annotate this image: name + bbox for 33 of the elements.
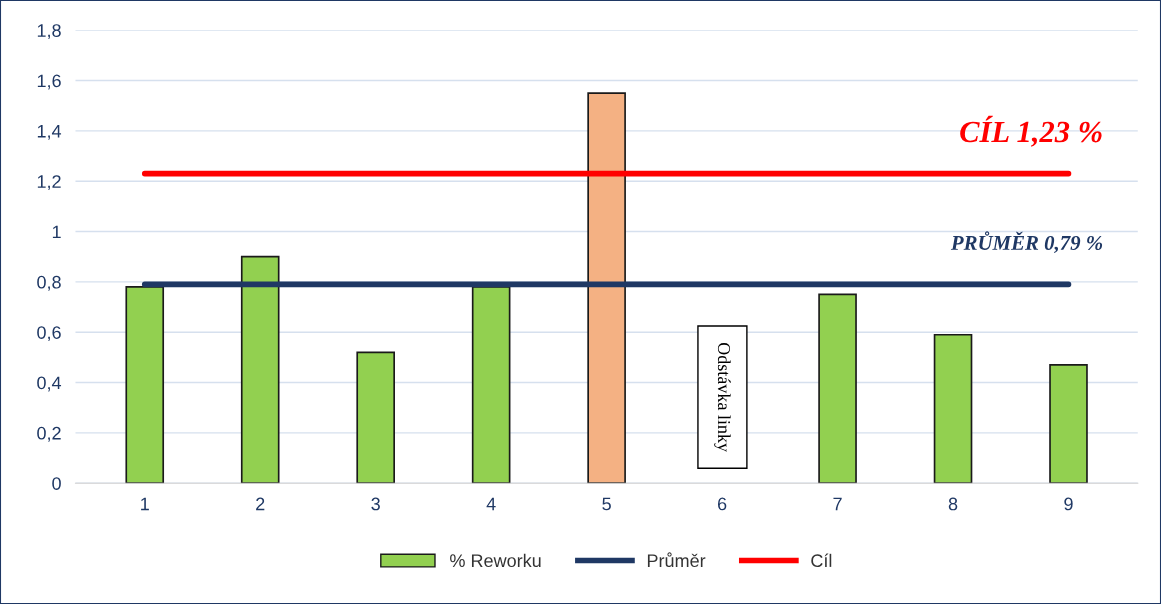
x-tick-label: 9 [1064, 497, 1073, 511]
bar [933, 333, 973, 484]
y-tick-label: 0,8 [37, 275, 61, 291]
bar [356, 351, 395, 484]
x-tick-label: 5 [602, 497, 611, 511]
y-tick-label: 1,2 [37, 175, 61, 191]
legend-label: % Reworku [450, 553, 541, 568]
x-tick-label: 6 [717, 497, 727, 511]
y-tick-label: 1,8 [37, 24, 61, 40]
y-tick-label: 1,4 [37, 124, 62, 140]
x-tick-label: 8 [948, 497, 958, 511]
bar [818, 293, 857, 484]
y-tick-label: 1,6 [37, 74, 61, 90]
bar [587, 92, 626, 484]
bar [1049, 364, 1088, 484]
y-tick-label: 0 [52, 477, 61, 490]
x-tick-label: 3 [371, 497, 380, 511]
annotation: PRŮMĚR 0,79 % [950, 231, 1103, 253]
legend-label: Cíl [811, 553, 832, 568]
annotation: Odstávka linky [714, 342, 731, 452]
x-tick-label: 7 [833, 497, 842, 511]
x-tick-label: 1 [141, 497, 149, 511]
y-tick-label: 0,2 [37, 426, 61, 442]
legend-label: Průměr [647, 552, 706, 568]
bar [471, 286, 511, 484]
bar [125, 286, 165, 484]
y-tick-label: 0,4 [37, 376, 62, 392]
y-tick-label: 0,6 [37, 326, 61, 342]
x-tick-label: 2 [256, 497, 265, 511]
annotation: CÍL 1,23 % [960, 115, 1102, 147]
y-tick-label: 1 [52, 225, 61, 239]
bar [240, 255, 280, 484]
x-tick-label: 4 [486, 497, 496, 511]
